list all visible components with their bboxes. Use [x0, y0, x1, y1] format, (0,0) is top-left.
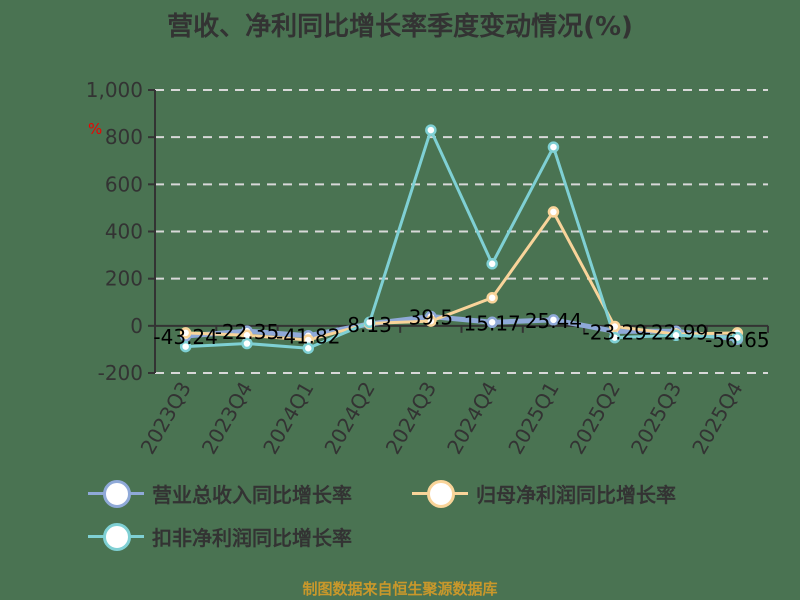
data-label: 39.5 — [409, 306, 454, 330]
legend-item-net-profit[interactable]: 归母净利润同比增长率 — [412, 478, 676, 508]
legend-item-revenue[interactable]: 营业总收入同比增长率 — [88, 478, 352, 508]
legend-marker-icon — [88, 478, 144, 508]
data-point[interactable] — [486, 316, 498, 329]
data-point[interactable] — [486, 292, 498, 304]
legend-label: 营业总收入同比增长率 — [152, 482, 352, 507]
data-label: 25.44 — [525, 309, 582, 333]
legend-marker-icon — [412, 478, 468, 508]
y-tick-label: 600 — [105, 172, 143, 196]
data-point[interactable] — [179, 340, 192, 353]
series-line — [185, 125, 738, 350]
data-label: -41.82 — [276, 325, 340, 349]
data-point[interactable] — [609, 331, 621, 344]
y-tick-label: -200 — [98, 361, 143, 385]
x-tick-label: 2025Q3 — [626, 378, 686, 459]
y-tick-label: 1,000 — [86, 78, 143, 102]
legend-item-deducted-net-profit[interactable]: 扣非净利润同比增长率 — [88, 521, 352, 551]
x-tick-label: 2023Q3 — [136, 378, 196, 459]
x-tick-label: 2024Q4 — [442, 378, 502, 459]
data-point[interactable] — [363, 316, 376, 329]
unit-mark: % — [88, 120, 103, 138]
source-footer: 制图数据来自恒生聚源数据库 — [302, 580, 498, 598]
x-tick-label: 2024Q2 — [319, 378, 379, 459]
x-tick-label: 2024Q3 — [381, 377, 441, 458]
data-point[interactable] — [547, 314, 560, 326]
data-point[interactable] — [547, 206, 560, 218]
data-point[interactable] — [425, 124, 437, 136]
y-tick-label: 0 — [130, 314, 143, 338]
data-point[interactable] — [302, 342, 314, 354]
data-label: 15.17 — [464, 311, 521, 335]
data-point[interactable] — [609, 320, 621, 333]
data-point[interactable] — [670, 329, 682, 342]
chart-title: 营收、净利同比增长率季度变动情况(%) — [167, 12, 633, 42]
data-label: -22.35 — [215, 320, 279, 344]
data-point[interactable] — [547, 141, 560, 153]
data-point[interactable] — [241, 337, 253, 350]
y-tick-label: 800 — [105, 125, 143, 149]
series-line — [185, 209, 738, 342]
data-label: -23.29 — [583, 320, 647, 344]
legend-label: 扣非净利润同比增长率 — [152, 525, 352, 550]
data-label: 8.13 — [347, 313, 392, 337]
y-tick-label: 200 — [105, 267, 143, 291]
x-tick-label: 2025Q4 — [687, 378, 747, 459]
data-point[interactable] — [731, 331, 744, 344]
y-tick-label: 400 — [105, 220, 143, 244]
data-point[interactable] — [486, 258, 498, 270]
x-tick-label: 2024Q1 — [258, 378, 318, 459]
x-tick-label: 2025Q1 — [503, 378, 563, 459]
legend-marker-icon — [88, 521, 144, 551]
data-point[interactable] — [179, 327, 192, 339]
data-point[interactable] — [425, 315, 437, 327]
x-tick-label: 2023Q4 — [197, 378, 257, 459]
legend-label: 归母净利润同比增长率 — [476, 482, 676, 507]
data-label: -43.24 — [153, 325, 217, 349]
x-tick-label: 2025Q2 — [565, 378, 625, 459]
data-label: -22.99 — [644, 320, 708, 344]
data-label: -56.65 — [705, 328, 769, 352]
